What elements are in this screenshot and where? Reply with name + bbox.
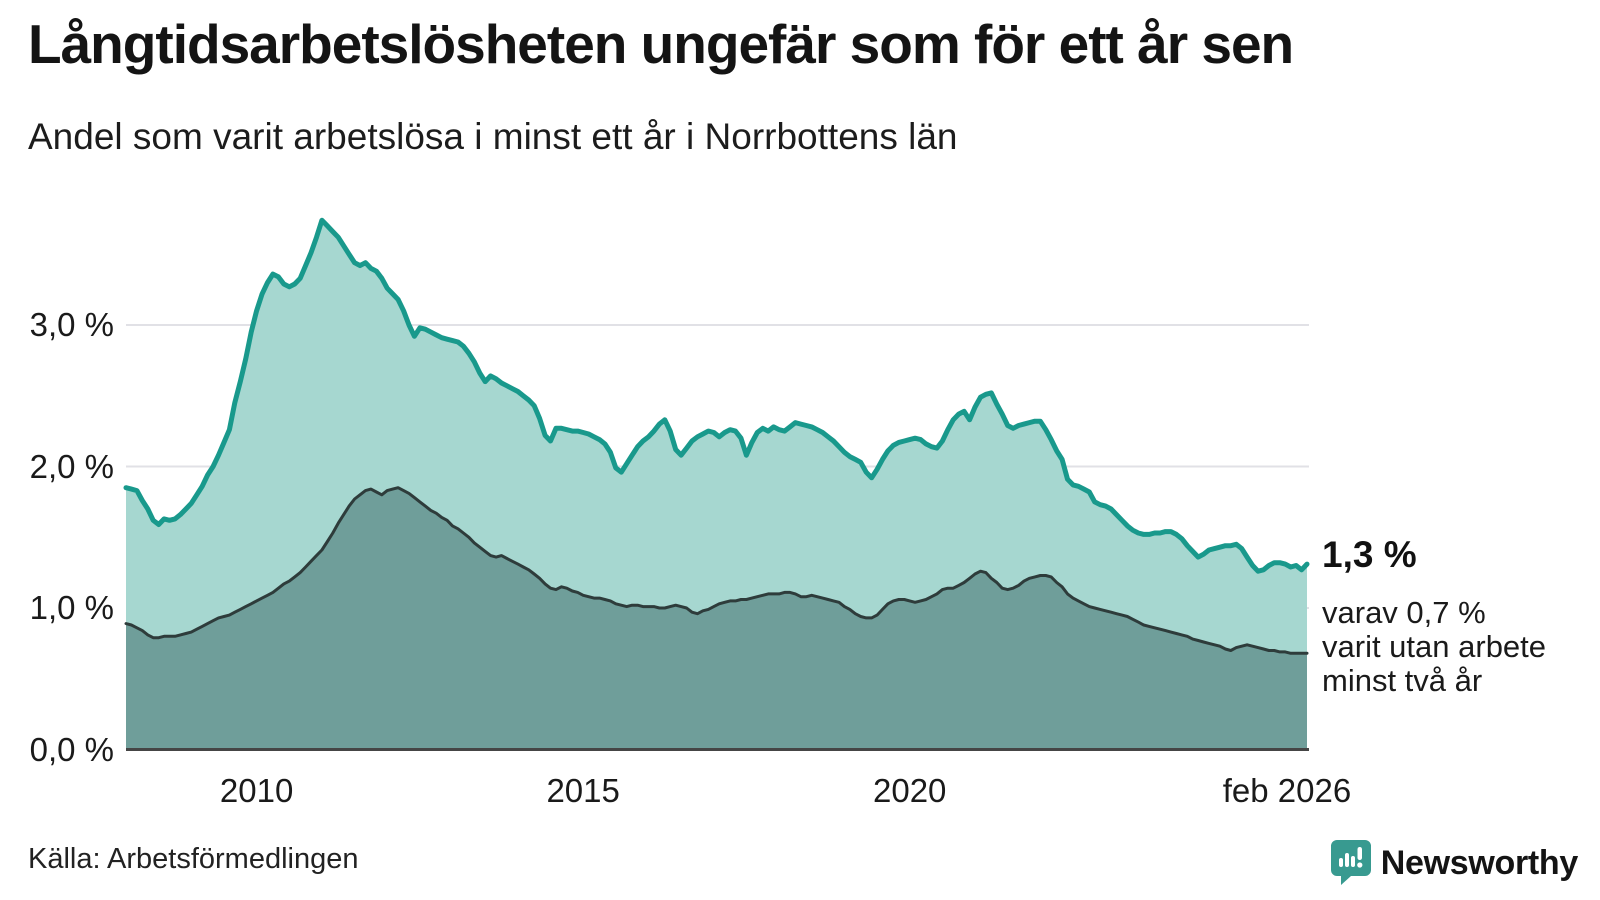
x-tick-label: 2020 bbox=[872, 772, 947, 809]
y-tick-label: 3,0 % bbox=[29, 306, 114, 343]
x-tick-label: feb 2026 bbox=[1222, 772, 1352, 809]
detail-line: varav 0,7 % bbox=[1322, 595, 1486, 630]
y-tick-label: 0,0 % bbox=[29, 730, 114, 768]
detail-line: minst två år bbox=[1322, 663, 1483, 698]
y-tick-label: 1,0 % bbox=[29, 589, 114, 626]
brand-name: Newsworthy bbox=[1380, 843, 1579, 882]
share-line bbox=[124, 486, 1309, 655]
total-line bbox=[123, 217, 1310, 574]
end-value-detail: varav 0,7 % varit utan arbete minst två … bbox=[1322, 596, 1546, 698]
page-title: Långtidsarbetslösheten ungefär som för e… bbox=[28, 13, 1294, 75]
y-tick-label: 2,0 % bbox=[29, 447, 114, 485]
brand-logo: Newsworthy bbox=[1330, 840, 1579, 886]
newsworthy-bubble-chart-icon bbox=[1330, 840, 1371, 886]
share-area bbox=[126, 487, 1307, 750]
source-note: Källa: Arbetsförmedlingen bbox=[28, 843, 359, 875]
x-tick-label: 2010 bbox=[219, 772, 294, 809]
page-subtitle: Andel som varit arbetslösa i minst ett å… bbox=[28, 116, 958, 157]
end-value-label: 1,3 % bbox=[1322, 534, 1417, 575]
detail-line: varit utan arbete bbox=[1322, 629, 1547, 664]
x-tick-label: 2015 bbox=[546, 772, 620, 809]
